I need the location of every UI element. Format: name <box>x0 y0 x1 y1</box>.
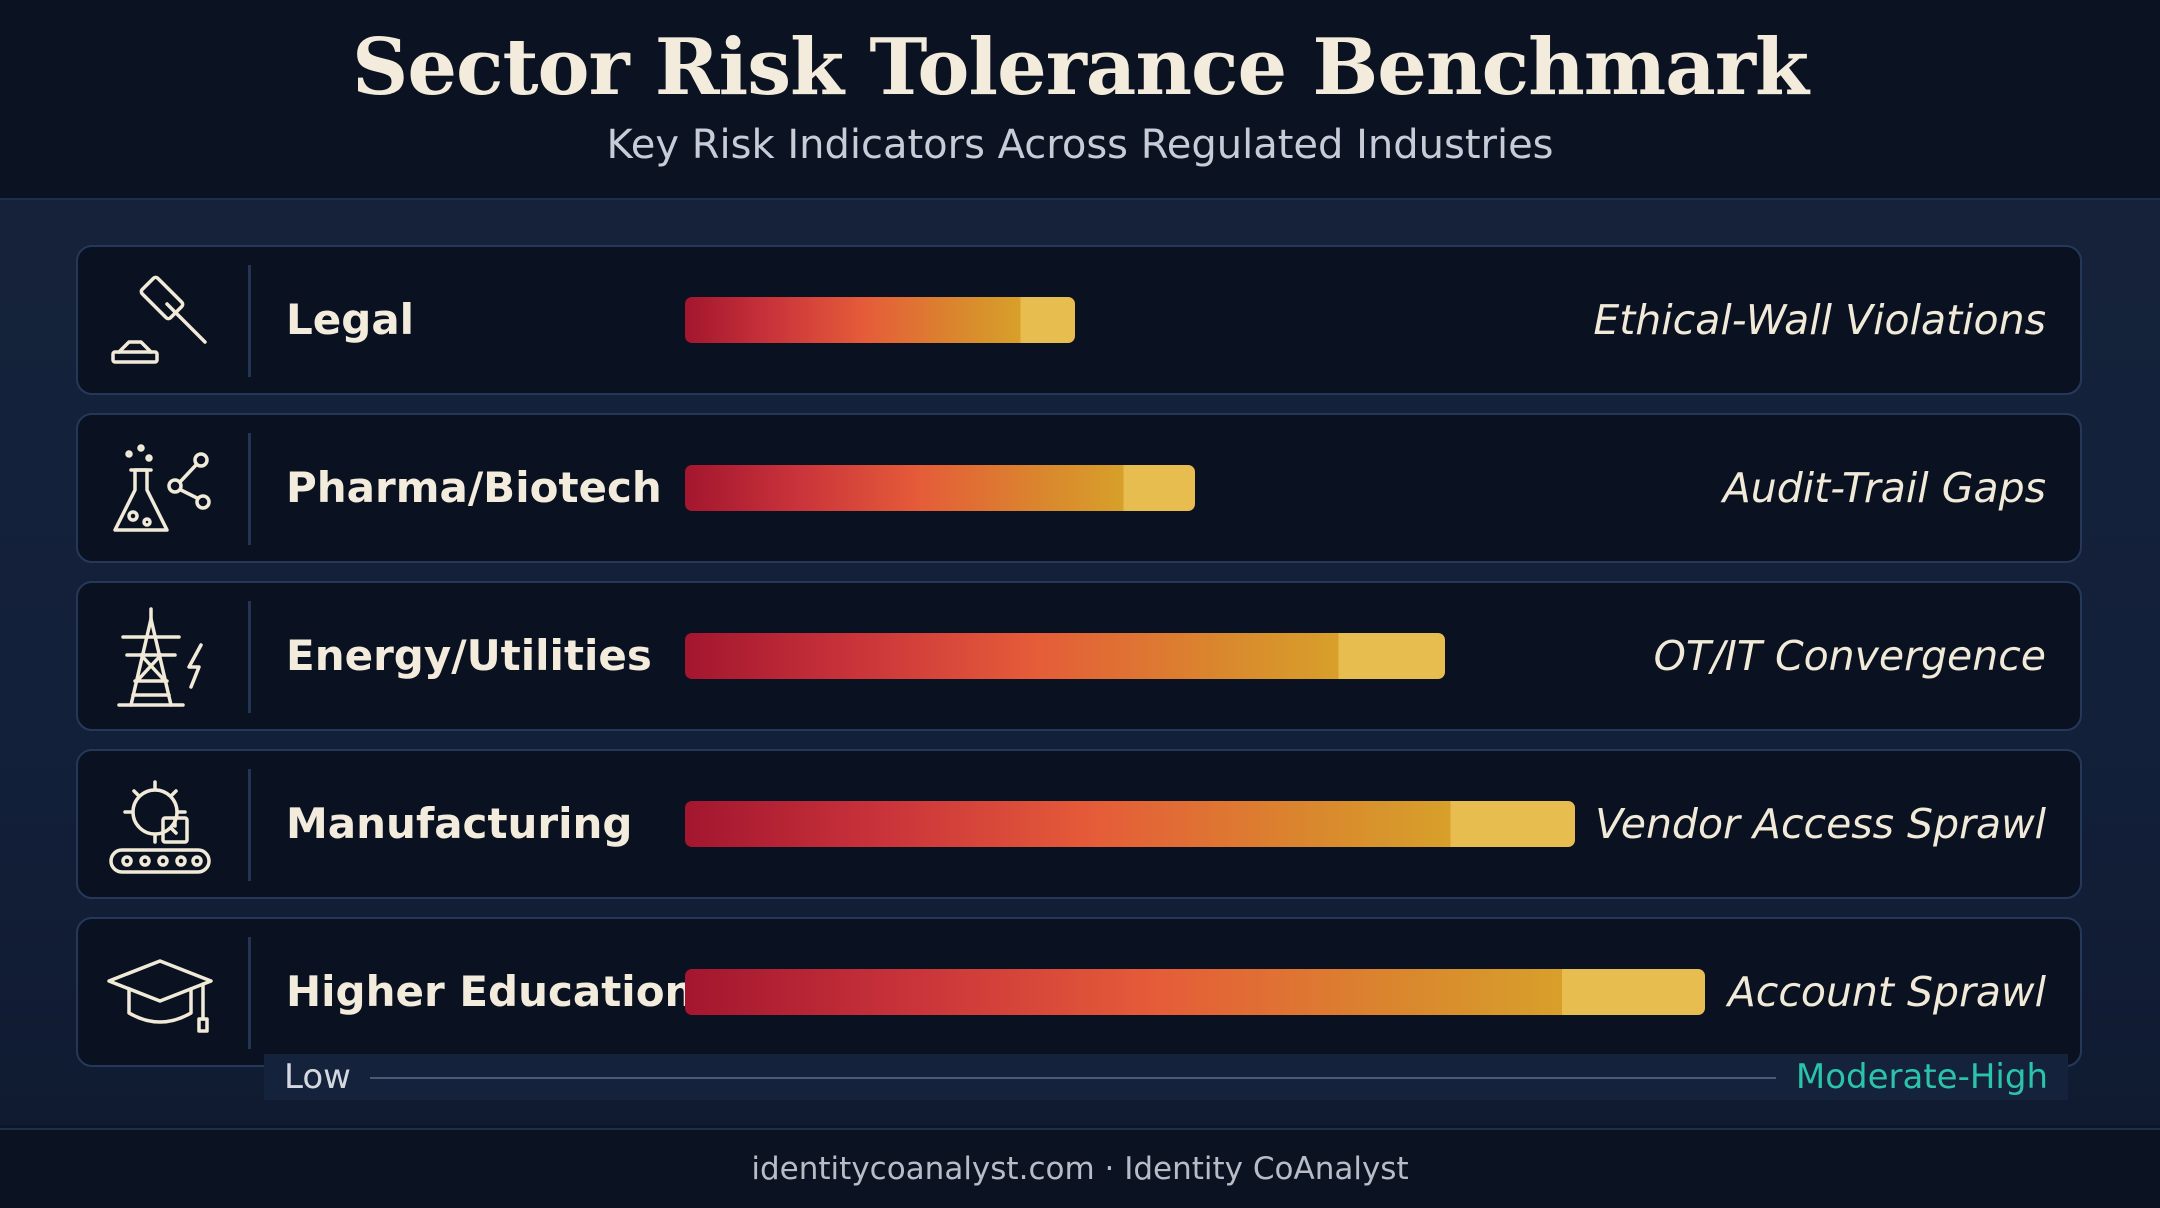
sector-row: Manufacturing Vendor Access Sprawl <box>76 749 2082 899</box>
gavel-icon <box>100 269 220 375</box>
page-title: Sector Risk Tolerance Benchmark <box>352 22 1809 113</box>
sector-label: Manufacturing <box>286 799 633 848</box>
power-tower-icon <box>100 605 220 711</box>
row-divider <box>248 433 251 545</box>
row-divider <box>248 601 251 713</box>
row-divider <box>248 937 251 1049</box>
bar-track <box>685 801 2065 847</box>
scale-low-label: Low <box>284 1057 351 1097</box>
chart-area: Legal Ethical-Wall Violations <box>0 200 2160 1125</box>
footer: identitycoanalyst.com · Identity CoAnaly… <box>0 1128 2160 1208</box>
sector-row: Energy/Utilities OT/IT Convergence <box>76 581 2082 731</box>
scale-line <box>370 1077 1776 1079</box>
risk-bar <box>685 801 1575 847</box>
risk-indicator-label: Ethical-Wall Violations <box>1593 296 2046 344</box>
sector-row: Legal Ethical-Wall Violations <box>76 245 2082 395</box>
bar-track <box>685 969 2065 1015</box>
page-subtitle: Key Risk Indicators Across Regulated Ind… <box>606 122 1554 168</box>
risk-bar <box>685 465 1195 511</box>
risk-scale: Low Moderate-High <box>264 1054 2068 1100</box>
risk-indicator-label: Vendor Access Sprawl <box>1595 800 2046 848</box>
bar-track <box>685 297 2065 343</box>
row-divider <box>248 265 251 377</box>
sector-label: Energy/Utilities <box>286 631 652 680</box>
sector-row: Pharma/Biotech Audit-Trail Gaps <box>76 413 2082 563</box>
header: Sector Risk Tolerance Benchmark Key Risk… <box>0 0 2160 200</box>
bar-track <box>685 465 2065 511</box>
risk-indicator-label: Audit-Trail Gaps <box>1722 464 2046 512</box>
risk-bar <box>685 297 1075 343</box>
row-divider <box>248 769 251 881</box>
flask-molecule-icon <box>100 437 220 543</box>
risk-indicator-label: Account Sprawl <box>1727 968 2046 1016</box>
sector-label: Pharma/Biotech <box>286 463 662 512</box>
sector-label: Legal <box>286 295 415 344</box>
risk-bar <box>685 969 1705 1015</box>
risk-indicator-label: OT/IT Convergence <box>1653 632 2046 680</box>
risk-bar <box>685 633 1445 679</box>
scale-high-label: Moderate-High <box>1795 1057 2048 1097</box>
sector-row: Higher Education Account Sprawl <box>76 917 2082 1067</box>
sector-label: Higher Education <box>286 967 695 1016</box>
bar-track <box>685 633 2065 679</box>
graduation-cap-icon <box>100 941 220 1047</box>
factory-conveyor-icon <box>100 773 220 879</box>
